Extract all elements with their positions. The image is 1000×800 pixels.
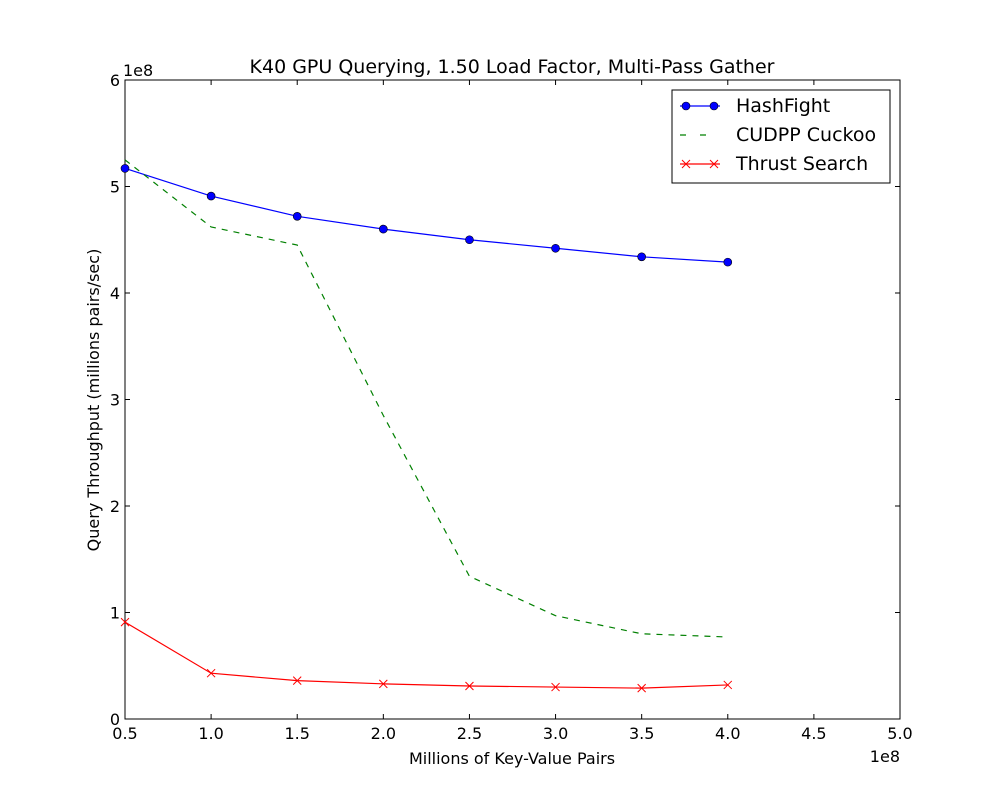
legend: HashFight CUDPP Cuckoo Thrust Search [671,89,891,184]
point-thrust-search [637,683,647,693]
x-tick-label: 1.5 [284,724,309,743]
x-tick-label: 3.0 [543,724,568,743]
point-hashfight [637,252,646,262]
legend-marker [681,101,691,111]
y-tick-label: 6 [110,71,120,90]
chart-title: K40 GPU Querying, 1.50 Load Factor, Mult… [250,56,775,78]
legend-marker [709,101,719,111]
x-tick-label: 4.5 [801,724,826,743]
series-line-cudpp-cuckoo [124,159,728,638]
point-thrust-search [206,668,216,678]
series-line-hashfight [124,167,728,263]
point-thrust-search [723,680,733,690]
x-tick-label: 1.0 [198,724,223,743]
x-tick-label: 0.5 [112,724,137,743]
x-tick-label: 4.0 [715,724,740,743]
point-hashfight [465,235,474,245]
legend-label: Thrust Search [735,153,868,175]
legend-item-hashfight: HashFight [680,95,830,117]
point-hashfight [723,257,733,267]
y-offset-label: 1e8 [123,61,153,80]
x-axis-label: Millions of Key-Value Pairs [409,749,615,768]
legend-item-thrust-search: Thrust Search [680,153,868,175]
point-hashfight [551,243,560,253]
point-thrust-search [292,676,302,686]
point-thrust-search [465,681,474,691]
legend-label: CUDPP Cuckoo [736,124,876,146]
point-thrust-search [378,679,388,689]
y-axis-label: Query Throughput (millions pairs/sec) [84,249,103,552]
y-tick-label: 2 [110,497,120,516]
point-thrust-search [120,617,130,627]
y-tick-label: 1 [110,604,120,623]
y-tick-label: 4 [110,284,120,303]
x-tick-label: 5.0 [887,724,912,743]
y-tick-label: 0 [110,710,120,729]
plot-area [124,79,901,720]
y-tick-label: 5 [110,178,120,197]
legend-label: HashFight [736,95,830,117]
x-tick-label: 3.5 [629,724,654,743]
point-hashfight [292,212,302,221]
x-offset-label: 1e8 [870,747,900,766]
legend-item-cudpp-cuckoo: CUDPP Cuckoo [680,124,876,146]
point-thrust-search [551,682,560,692]
x-tick-label: 2.0 [371,724,396,743]
x-tick-label: 2.5 [457,724,482,743]
point-hashfight [120,164,130,173]
series-line-thrust-search [124,621,728,689]
point-hashfight [379,224,388,234]
y-tick-label: 3 [110,391,120,410]
point-hashfight [206,191,216,201]
